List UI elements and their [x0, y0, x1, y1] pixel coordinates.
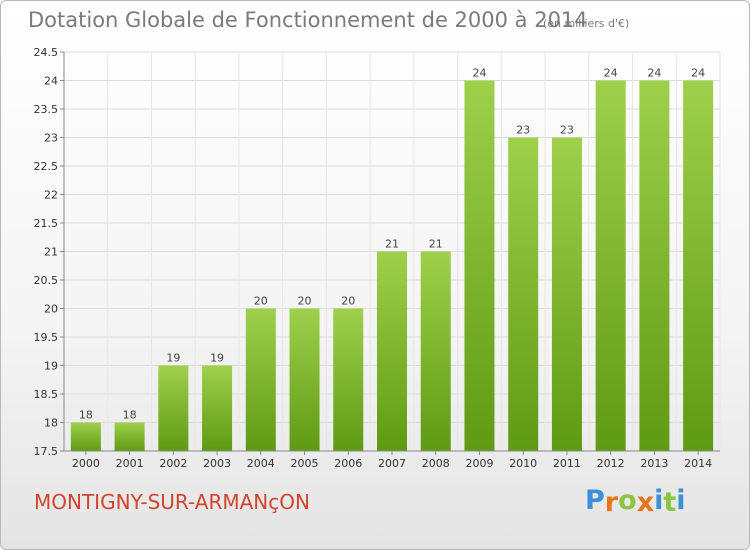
x-tick-label-2000: 2000	[72, 457, 100, 470]
logo-letter: i	[654, 485, 664, 516]
logo-letter: r	[604, 487, 619, 518]
x-tick-label-2007: 2007	[378, 457, 406, 470]
bar-2000	[70, 422, 101, 451]
value-label-2010: 23	[516, 124, 530, 137]
y-tick-label: 21	[44, 246, 58, 259]
x-tick-label-2001: 2001	[116, 457, 144, 470]
y-tick-label: 23	[44, 132, 58, 145]
chart-subtitle: (en milliers d'€)	[543, 17, 630, 30]
x-tick-label-2009: 2009	[465, 457, 493, 470]
y-tick-label: 20	[44, 303, 58, 316]
bar-2001	[114, 422, 145, 451]
value-label-2005: 20	[298, 295, 312, 308]
bar-2005	[289, 308, 320, 451]
logo-letter: t	[663, 487, 677, 518]
bar-2010	[508, 137, 539, 451]
value-label-2000: 18	[79, 409, 93, 422]
y-tick-label: 19	[44, 360, 58, 373]
x-tick-label-2003: 2003	[203, 457, 231, 470]
x-tick-label-2002: 2002	[159, 457, 187, 470]
x-tick-label-2014: 2014	[684, 457, 712, 470]
value-label-2008: 21	[429, 238, 443, 251]
x-tick-label-2008: 2008	[422, 457, 450, 470]
logo-letter: x	[636, 487, 655, 518]
y-tick-label: 22.5	[34, 160, 59, 173]
value-label-2011: 23	[560, 124, 574, 137]
x-tick-label-2013: 2013	[640, 457, 668, 470]
value-label-2003: 19	[210, 352, 224, 365]
logo-letter: P	[585, 485, 605, 516]
value-label-2006: 20	[341, 295, 355, 308]
y-tick-label: 19.5	[34, 331, 59, 344]
y-tick-label: 22	[44, 189, 58, 202]
place-name: MONTIGNY-SUR-ARMANçON	[34, 490, 310, 514]
y-tick-label: 18.5	[34, 388, 59, 401]
value-label-2012: 24	[604, 67, 618, 80]
x-tick-label-2010: 2010	[509, 457, 537, 470]
bar-2008	[420, 251, 451, 451]
bar-2003	[202, 365, 233, 451]
bar-2013	[639, 80, 670, 451]
y-tick-label: 17.5	[34, 445, 59, 458]
y-tick-label: 24	[44, 75, 58, 88]
x-tick-label-2004: 2004	[247, 457, 275, 470]
proxiti-logo: Proxiti	[585, 485, 686, 518]
bar-2006	[333, 308, 364, 451]
bar-2002	[158, 365, 189, 451]
value-label-2004: 20	[254, 295, 268, 308]
x-tick-label-2005: 2005	[291, 457, 319, 470]
value-label-2009: 24	[472, 67, 486, 80]
value-label-2007: 21	[385, 238, 399, 251]
bar-2011	[551, 137, 582, 451]
y-tick-label: 21.5	[34, 217, 59, 230]
x-tick-label-2006: 2006	[334, 457, 362, 470]
y-tick-label: 23.5	[34, 103, 59, 116]
bar-2009	[464, 80, 495, 451]
value-label-2001: 18	[123, 409, 137, 422]
bar-2007	[377, 251, 407, 451]
value-label-2013: 24	[647, 67, 661, 80]
bar-2014	[683, 80, 714, 451]
logo-letter: o	[618, 485, 637, 516]
chart-title: Dotation Globale de Fonctionnement de 20…	[28, 8, 588, 32]
bar-2004	[245, 308, 276, 451]
y-tick-label: 18	[44, 417, 58, 430]
x-tick-label-2011: 2011	[553, 457, 581, 470]
x-tick-label-2012: 2012	[597, 457, 625, 470]
y-tick-label: 24.5	[34, 46, 59, 59]
logo-letter: i	[676, 485, 686, 516]
bar-2012	[595, 80, 626, 451]
value-label-2002: 19	[166, 352, 180, 365]
y-tick-label: 20.5	[34, 274, 59, 287]
value-label-2014: 24	[691, 67, 705, 80]
